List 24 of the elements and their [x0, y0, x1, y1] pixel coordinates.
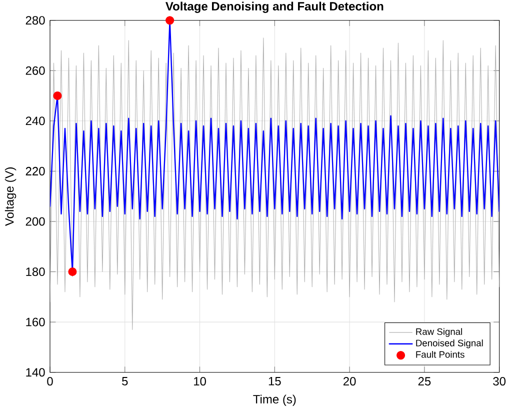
- x-axis-title: Time (s): [253, 394, 296, 406]
- y-tick-label: 240: [26, 116, 45, 126]
- point: [166, 16, 174, 25]
- y-tick-label: 140: [26, 368, 45, 377]
- y-tick-label: 180: [26, 268, 45, 276]
- legend-label: Fault Points: [416, 350, 464, 358]
- x-tick-label: 25: [418, 377, 431, 386]
- legend-label: Denoised Signal: [416, 340, 483, 348]
- x-tick-label: 10: [194, 377, 206, 386]
- y-tick-label: 280: [26, 16, 45, 25]
- y-tick-label: 220: [26, 166, 45, 176]
- point: [53, 91, 62, 100]
- x-tick-label: 5: [122, 377, 128, 386]
- y-axis-title: Voltage (V): [4, 167, 16, 226]
- x-tick-label: 30: [493, 377, 506, 386]
- x-tick-label: 15: [268, 377, 281, 386]
- y-tick-label: 260: [26, 66, 45, 75]
- x-tick-label: 0: [47, 377, 53, 386]
- chart-title: Voltage Denoising and Fault Detection: [166, 2, 384, 13]
- legend-label: Raw Signal: [416, 328, 462, 337]
- y-tick-label: 160: [26, 318, 45, 326]
- x-tick-label: 20: [343, 377, 356, 386]
- y-tick-label: 200: [26, 217, 45, 226]
- point: [68, 267, 77, 276]
